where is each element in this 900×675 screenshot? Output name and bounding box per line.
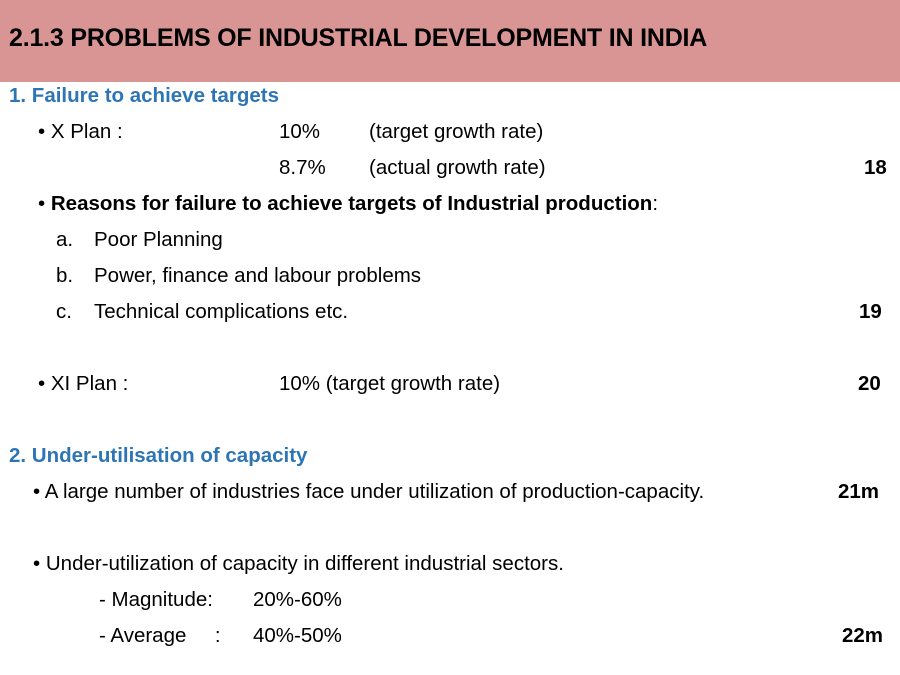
title-bar: 2.1.3 PROBLEMS OF INDUSTRIAL DEVELOPMENT… [0, 0, 900, 82]
magnitude-value: 20%-60% [253, 588, 342, 611]
reason-letter-a: a. [56, 228, 74, 251]
reason-letter-c: c. [56, 300, 72, 323]
reason-letter-b: b. [56, 264, 74, 287]
xi-plan-value: 10% (target growth rate) [279, 372, 501, 395]
under-utilization-bullet-2: • Under-utilization of capacity in diffe… [33, 552, 564, 575]
reason-b: Power, finance and labour problems [94, 264, 422, 287]
x-plan-actual-note: (actual growth rate) [369, 156, 546, 179]
x-plan-actual-value: 8.7% [279, 156, 326, 179]
bullet: • [38, 192, 51, 215]
ref-20: 20 [858, 372, 881, 395]
x-plan-target-value: 10% [279, 120, 321, 143]
reasons-line: • Reasons for failure to achieve targets… [38, 192, 658, 216]
average-value: 40%-50% [253, 624, 342, 647]
reason-c: Technical complications etc. [94, 300, 349, 323]
ref-18: 18 [864, 156, 887, 179]
under-utilization-bullet-1: • A large number of industries face unde… [33, 480, 705, 503]
ref-19: 19 [859, 300, 882, 323]
ref-22m: 22m [842, 624, 884, 647]
x-plan-target-note: (target growth rate) [369, 120, 544, 143]
xi-plan-label: • XI Plan : [38, 372, 129, 395]
section2-heading: 2. Under-utilisation of capacity [9, 444, 308, 467]
x-plan-label: • X Plan : [38, 120, 123, 143]
ref-21m: 21m [838, 480, 880, 503]
section1-heading: 1. Failure to achieve targets [9, 84, 280, 107]
slide-title: 2.1.3 PROBLEMS OF INDUSTRIAL DEVELOPMENT… [9, 24, 708, 52]
colon: : [652, 192, 659, 215]
reason-a: Poor Planning [94, 228, 223, 251]
reasons-heading: Reasons for failure to achieve targets o… [50, 192, 653, 215]
average-label: - Average : [99, 624, 221, 647]
magnitude-label: - Magnitude: [99, 588, 213, 611]
